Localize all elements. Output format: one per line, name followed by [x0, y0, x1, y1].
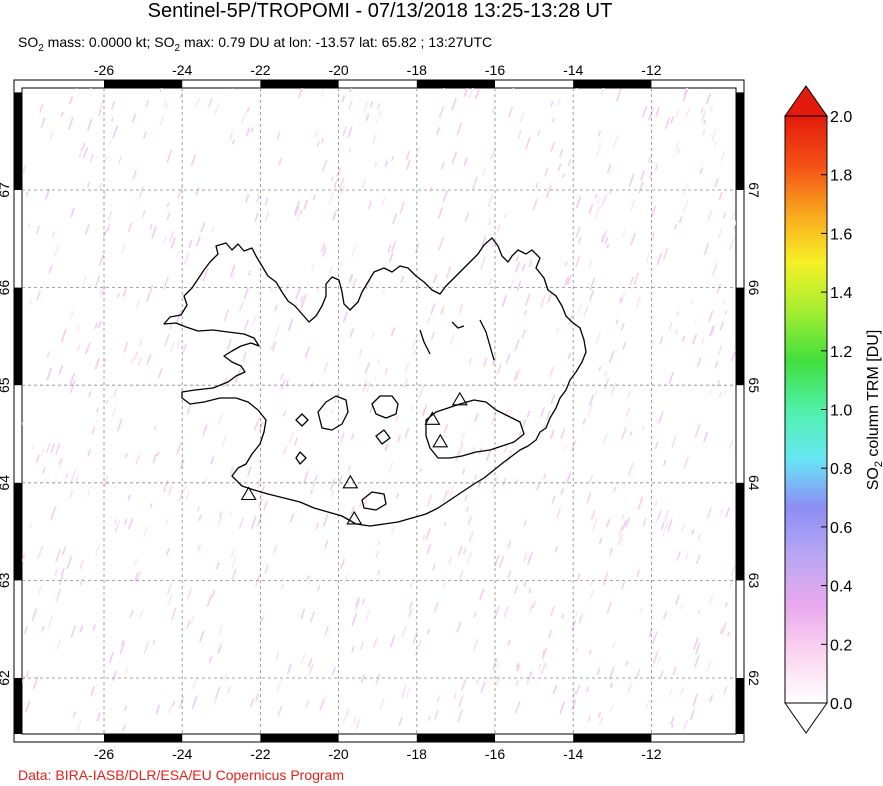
lat-tick-right: 64	[746, 475, 762, 491]
subtitle-sub-1: 2	[38, 42, 44, 54]
lon-tick-top: -24	[172, 62, 192, 78]
lon-tick-bottom: -26	[94, 746, 114, 762]
lat-tick-left: 63	[0, 572, 12, 588]
lon-tick-bottom: -20	[328, 746, 348, 762]
data-credit: Data: BIRA-IASB/DLR/ESA/EU Copernicus Pr…	[18, 767, 345, 783]
lon-tick-bottom: -24	[172, 746, 192, 762]
lat-tick-right: 62	[746, 670, 762, 686]
lon-tick-bottom: -12	[641, 746, 661, 762]
colorbar-tick-label: 1.2	[830, 344, 852, 361]
colorbar-tick-label: 1.6	[830, 226, 852, 243]
lon-tick-bottom: -18	[407, 746, 427, 762]
lat-tick-left: 62	[0, 670, 12, 686]
glacier-myrdalsjokull	[361, 491, 387, 511]
subtitle-so2-prefix: SO	[18, 34, 39, 50]
map-subtitle: SO2 mass: 0.0000 kt; SO2 max: 0.79 DU at…	[18, 34, 492, 54]
volcano-triangle	[240, 486, 257, 501]
colorbar-tick-label: 0.4	[830, 579, 852, 596]
lat-tick-left: 64	[0, 475, 12, 491]
fjord-line-1	[479, 319, 495, 361]
lat-tick-right: 65	[746, 377, 762, 393]
colorbar: 2.0 1.8 1.6 1.4 1.2 1.0 0.8 0.6 0.4 0.2 0.0 SO2 col…	[784, 85, 883, 734]
glacier-vatnajokull	[425, 399, 525, 459]
fjord-line-3	[451, 321, 465, 329]
lat-tick-right: 66	[746, 280, 762, 296]
volcano-triangle	[346, 510, 363, 525]
lake-small-3	[295, 451, 307, 465]
colorbar-tick-label: 0.0	[830, 696, 852, 713]
subtitle-mass-text: mass: 0.0000 kt; SO	[43, 34, 175, 50]
lon-tick-top: -12	[641, 62, 661, 78]
subtitle-sub-2: 2	[174, 42, 181, 54]
lake-small-2	[375, 429, 391, 445]
lat-tick-left: 66	[0, 280, 12, 296]
volcano-triangle	[451, 391, 468, 406]
lon-tick-bottom: -14	[563, 746, 583, 762]
volcano-markers	[240, 391, 468, 525]
lon-tick-top: -26	[94, 62, 114, 78]
colorbar-tick-label: 0.2	[830, 637, 852, 654]
subtitle-max-text: max: 0.79 DU at lon: -13.57 lat: 65.82 ;…	[180, 34, 493, 50]
lon-tick-bottom: -22	[250, 746, 270, 762]
lon-tick-top: -20	[328, 62, 348, 78]
colorbar-label: SO2 column TRM [DU]	[865, 330, 883, 491]
lon-tick-bottom: -16	[485, 746, 505, 762]
colorbar-max-arrow	[784, 85, 828, 117]
colorbar-tick-label: 0.8	[830, 461, 852, 478]
colorbar-tick-label: 1.4	[830, 285, 852, 302]
colorbar-min-arrow	[784, 702, 828, 734]
glacier-langjokull	[317, 395, 349, 431]
lat-tick-left: 67	[0, 182, 12, 198]
lon-tick-top: -22	[250, 62, 270, 78]
colorbar-tick-label: 1.0	[830, 403, 852, 420]
so2-noise-layer	[22, 88, 736, 732]
colorbar-tick-label: 1.8	[830, 168, 852, 185]
map-frame	[21, 87, 737, 735]
lon-tick-top: -16	[485, 62, 505, 78]
fjord-line-2	[419, 329, 431, 355]
colorbar-tick-label: 0.6	[830, 520, 852, 537]
map-axes: -26 -26 -24 -24 -22 -22 -20 -20 -18 -18 -16 -16 -14 -…	[0, 62, 762, 762]
lat-tick-right: 63	[746, 573, 762, 589]
lake-small-1	[295, 413, 309, 427]
map-title: Sentinel-5P/TROPOMI - 07/13/2018 13:25-1…	[147, 0, 613, 22]
colorbar-tick-label: 2.0	[830, 109, 852, 126]
volcano-triangle	[342, 474, 359, 489]
lon-tick-top: -18	[407, 62, 427, 78]
volcano-triangle	[432, 433, 449, 448]
lat-tick-left: 65	[0, 377, 12, 393]
lat-tick-right: 67	[746, 182, 762, 198]
glacier-hofsjokull	[371, 395, 399, 419]
graticule	[22, 88, 736, 734]
volcano-triangle	[424, 411, 441, 425]
colorbar-gradient	[784, 115, 828, 704]
lon-tick-top: -14	[563, 62, 583, 78]
